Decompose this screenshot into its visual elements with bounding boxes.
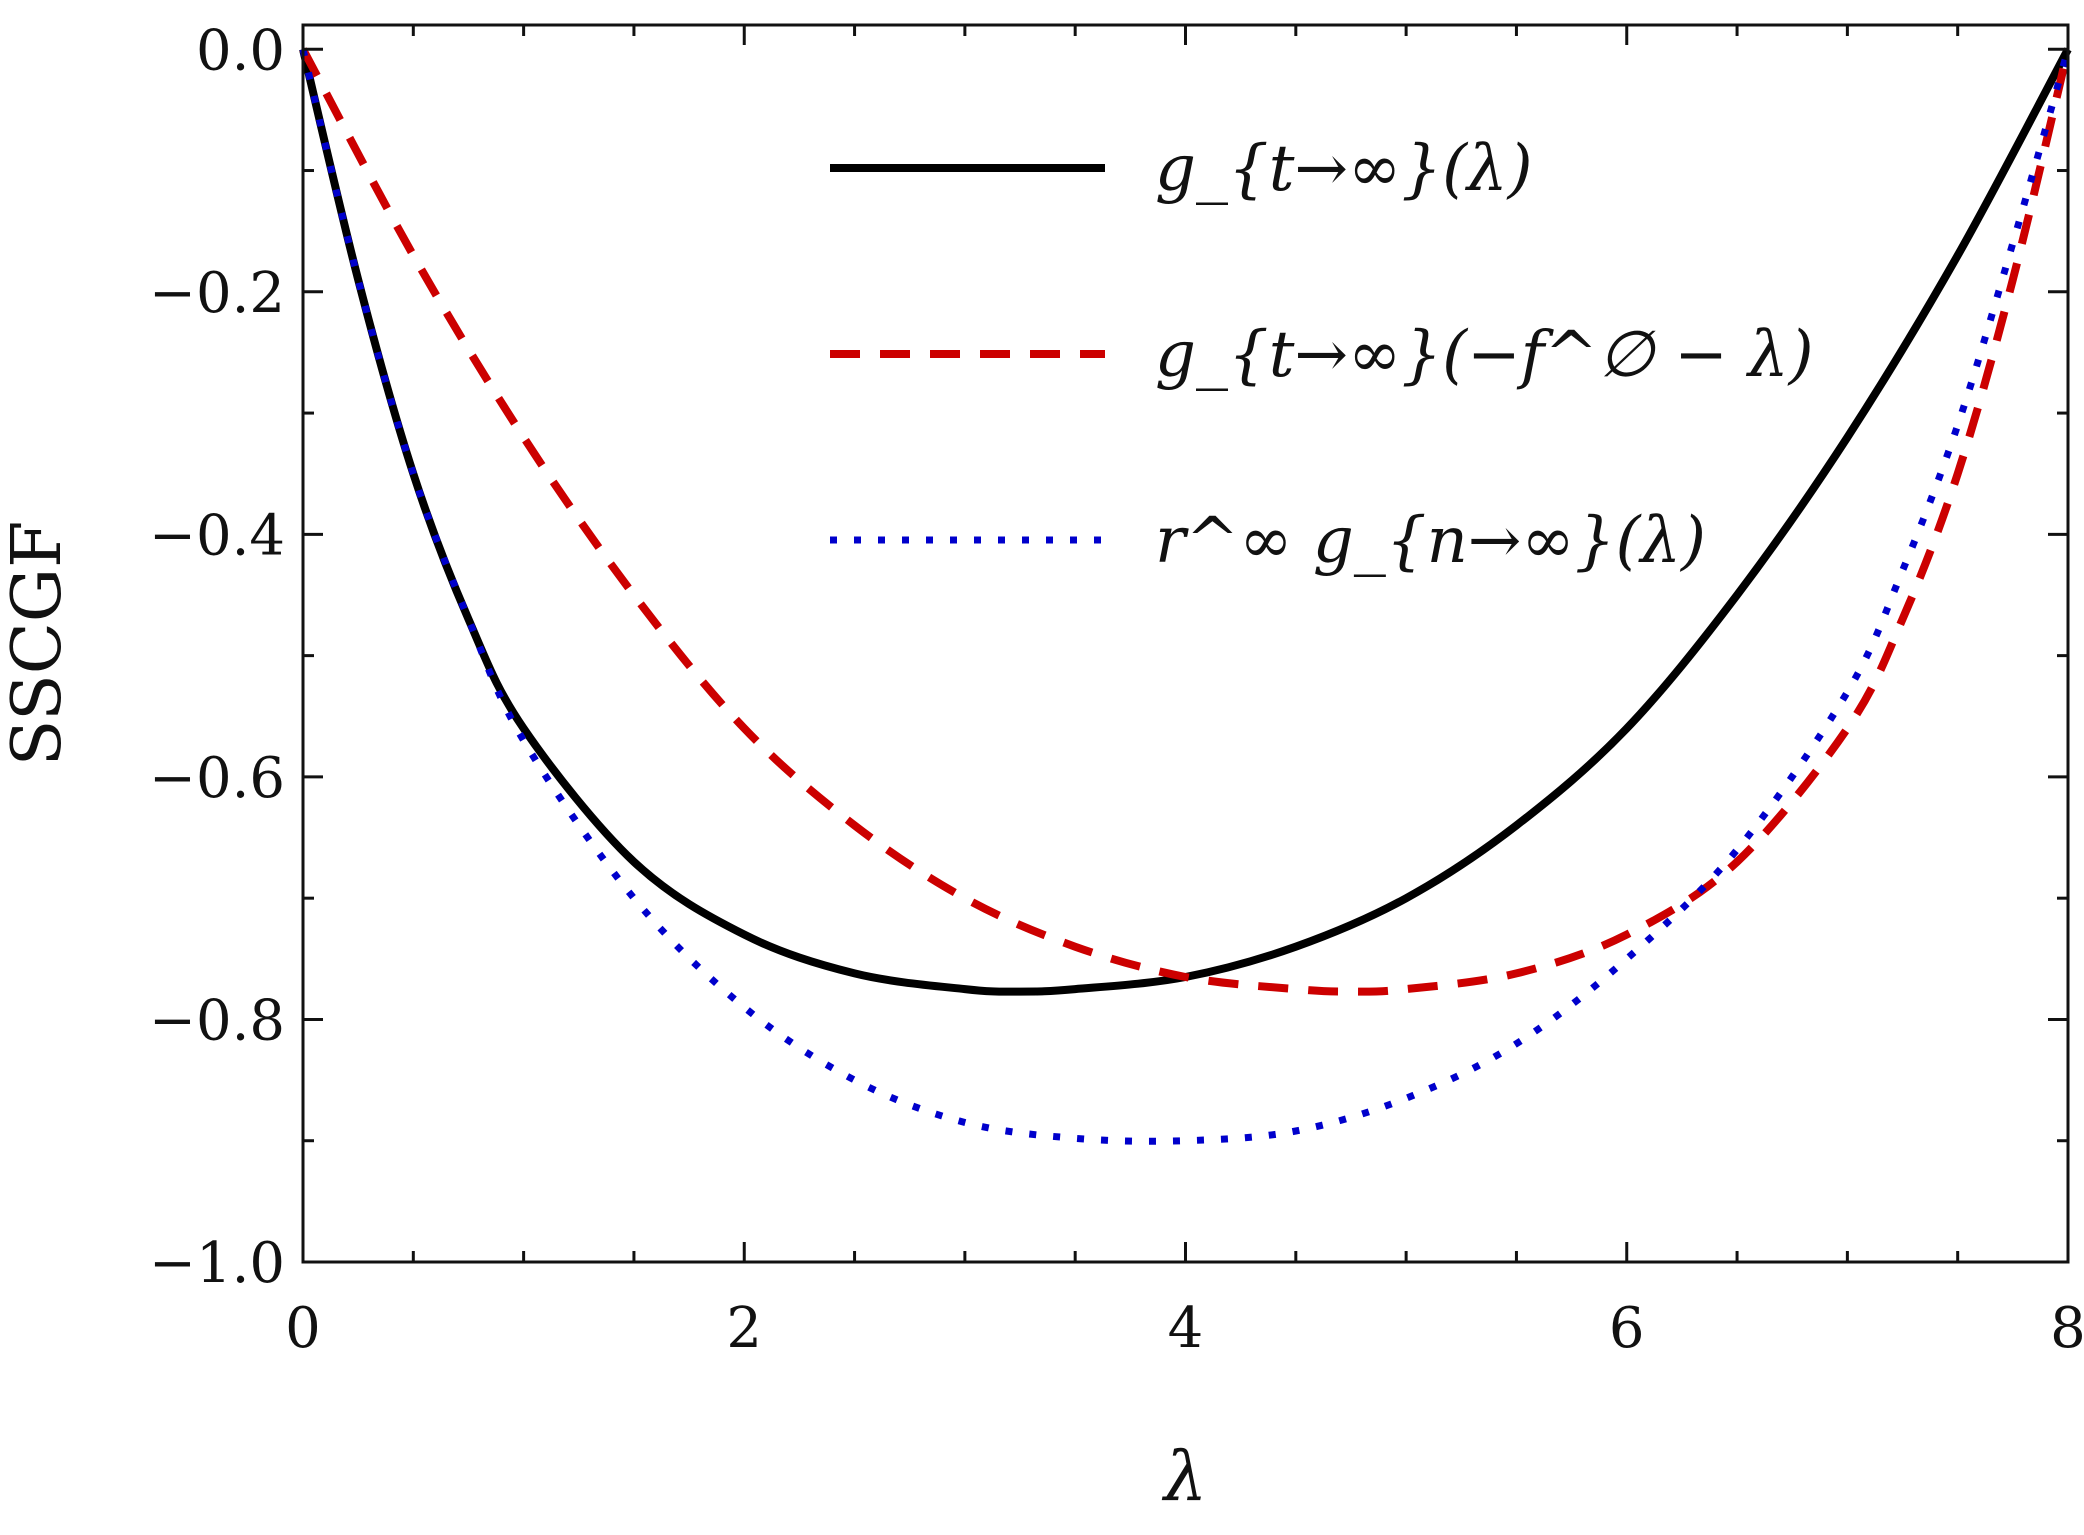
y-tick-label: −0.6 <box>149 746 285 811</box>
y-tick-label: −0.2 <box>149 261 285 326</box>
legend-label-r-g-n: r^∞ g_{n→∞}(λ) <box>1155 504 1706 578</box>
x-axis-label: λ <box>1161 1438 1207 1517</box>
y-axis-label: SSCGF <box>0 521 77 767</box>
plot-frame <box>301 23 2070 1264</box>
y-tick-label: 0.0 <box>196 18 285 83</box>
x-tick-label: 4 <box>1168 1296 1204 1361</box>
y-tick-label: −1.0 <box>149 1231 285 1296</box>
x-tick-label: 8 <box>2050 1296 2084 1361</box>
series-line-dashed <box>299 47 2072 996</box>
x-tick-label: 2 <box>726 1296 762 1361</box>
y-tick-label: −0.4 <box>149 503 285 568</box>
series-line-solid <box>299 47 2072 996</box>
x-tick-label: 0 <box>285 1296 321 1361</box>
curves-layer <box>299 47 2072 1145</box>
ticks-layer <box>301 25 2070 1264</box>
legend: g_{t→∞}(λ) g_{t→∞}(−f^∅ − λ) r^∞ g_{n→∞}… <box>830 132 1814 578</box>
x-tick-label: 6 <box>1609 1296 1645 1361</box>
y-tick-label: −0.8 <box>149 988 285 1053</box>
legend-label-g-t-reflected: g_{t→∞}(−f^∅ − λ) <box>1155 318 1814 392</box>
tick-labels-layer: 0 2 4 6 8 0.0 −0.2 −0.4 −0.6 −0.8 −1.0 <box>149 18 2084 1361</box>
legend-label-g-t: g_{t→∞}(λ) <box>1155 132 1533 206</box>
